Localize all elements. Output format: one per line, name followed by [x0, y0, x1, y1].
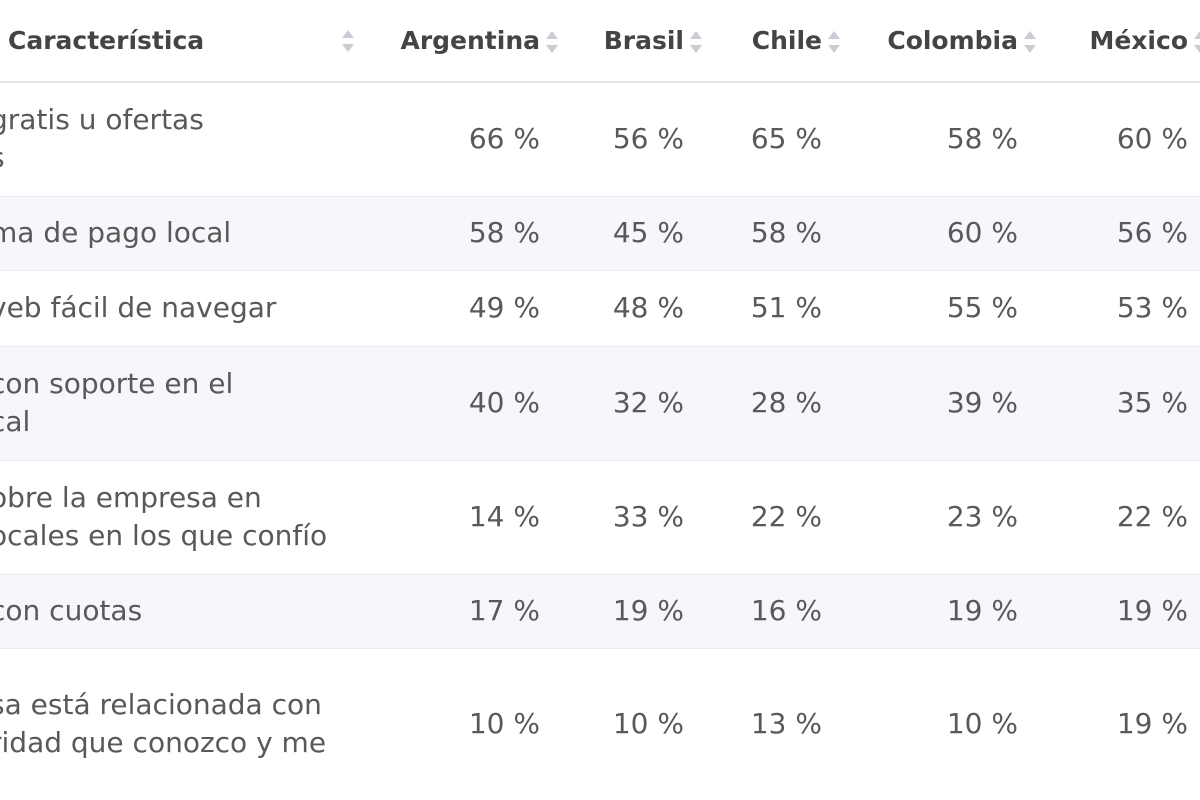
row-label-line: con soporte en el [0, 367, 234, 400]
value-cell-mexico: 19 % [1040, 574, 1200, 649]
value-cell-mexico: 35 % [1040, 346, 1200, 461]
column-header-label: Colombia [887, 25, 1018, 55]
row-label-cell: sa está relacionada con ridad que conozc… [0, 648, 376, 800]
value-cell-argentina: 14 % [376, 460, 562, 575]
table-row: obre la empresa en ocales en los que con… [0, 460, 1200, 575]
row-label-line: s [0, 139, 376, 177]
value-cell-chile: 28 % [706, 346, 844, 461]
value-cell-argentina: 49 % [376, 270, 562, 347]
row-label-cell: con cuotas [0, 574, 376, 649]
value-cell-argentina: 66 % [376, 82, 562, 197]
row-label-cell: gratis u ofertas s [0, 82, 376, 197]
value-cell-brasil: 10 % [562, 648, 706, 800]
row-label-line: ma de pago local [0, 216, 232, 249]
value-cell-chile: 58 % [706, 196, 844, 271]
table-row: sa está relacionada con ridad que conozc… [0, 648, 1200, 800]
value-cell-colombia: 60 % [844, 196, 1040, 271]
row-label-line: con cuotas [0, 594, 143, 627]
value-cell-mexico: 19 % [1040, 648, 1200, 800]
column-header-mexico[interactable]: México [1040, 0, 1200, 83]
sort-icon[interactable] [686, 28, 704, 56]
table-row: gratis u ofertas s 66 % 56 % 65 % 58 % 6… [0, 82, 1200, 197]
value-cell-mexico: 22 % [1040, 460, 1200, 575]
column-header-label: Característica [8, 26, 205, 55]
value-cell-colombia: 23 % [844, 460, 1040, 575]
value-cell-mexico: 60 % [1040, 82, 1200, 197]
table-row: con cuotas 17 % 19 % 16 % 19 % 19 % [0, 574, 1200, 649]
column-header-caracteristica[interactable]: Característica [0, 0, 376, 83]
value-cell-argentina: 58 % [376, 196, 562, 271]
sort-icon[interactable] [824, 28, 842, 56]
value-cell-brasil: 19 % [562, 574, 706, 649]
row-label-cell: veb fácil de navegar [0, 270, 376, 347]
sort-icon[interactable] [1020, 28, 1038, 56]
table-body: gratis u ofertas s 66 % 56 % 65 % 58 % 6… [0, 82, 1200, 800]
value-cell-argentina: 10 % [376, 648, 562, 800]
value-cell-argentina: 17 % [376, 574, 562, 649]
value-cell-brasil: 33 % [562, 460, 706, 575]
value-cell-chile: 65 % [706, 82, 844, 197]
value-cell-chile: 16 % [706, 574, 844, 649]
column-header-label: Argentina [400, 25, 540, 55]
column-header-label: México [1089, 25, 1188, 55]
column-header-chile[interactable]: Chile [706, 0, 844, 83]
row-label-line: veb fácil de navegar [0, 291, 277, 324]
table-row: con soporte en el cal 40 % 32 % 28 % 39 … [0, 346, 1200, 461]
value-cell-chile: 51 % [706, 270, 844, 347]
value-cell-argentina: 40 % [376, 346, 562, 461]
value-cell-colombia: 55 % [844, 270, 1040, 347]
table-row: veb fácil de navegar 49 % 48 % 51 % 55 %… [0, 270, 1200, 347]
row-label-line: obre la empresa en [0, 481, 262, 514]
table-header: Característica Argentina Brasil Chile Co… [0, 0, 1200, 83]
value-cell-colombia: 58 % [844, 82, 1040, 197]
row-label-line: ridad que conozco y me [0, 726, 327, 759]
value-cell-colombia: 10 % [844, 648, 1040, 800]
row-label-cell: obre la empresa en ocales en los que con… [0, 460, 376, 575]
value-cell-brasil: 32 % [562, 346, 706, 461]
row-label-line: ocales en los que confío [0, 519, 328, 552]
header-row: Característica Argentina Brasil Chile Co… [0, 0, 1200, 83]
row-label-line: gratis u ofertas [0, 103, 204, 137]
column-header-argentina[interactable]: Argentina [376, 0, 562, 83]
row-label-cell: ma de pago local [0, 196, 376, 271]
sort-icon[interactable] [338, 27, 356, 55]
column-header-brasil[interactable]: Brasil [562, 0, 706, 83]
value-cell-chile: 22 % [706, 460, 844, 575]
row-label-cell: con soporte en el cal [0, 346, 376, 461]
value-cell-brasil: 48 % [562, 270, 706, 347]
sort-icon[interactable] [1190, 28, 1200, 56]
value-cell-mexico: 53 % [1040, 270, 1200, 347]
column-header-colombia[interactable]: Colombia [844, 0, 1040, 83]
value-cell-chile: 13 % [706, 648, 844, 800]
value-cell-brasil: 56 % [562, 82, 706, 197]
column-header-label: Brasil [603, 25, 684, 55]
value-cell-colombia: 19 % [844, 574, 1040, 649]
table-row: ma de pago local 58 % 45 % 58 % 60 % 56 … [0, 196, 1200, 271]
sort-icon[interactable] [542, 28, 560, 56]
value-cell-mexico: 56 % [1040, 196, 1200, 271]
value-cell-colombia: 39 % [844, 346, 1040, 461]
row-label-line: cal [0, 405, 31, 438]
column-header-label: Chile [751, 25, 822, 55]
row-label-line: sa está relacionada con [0, 688, 322, 721]
value-cell-brasil: 45 % [562, 196, 706, 271]
